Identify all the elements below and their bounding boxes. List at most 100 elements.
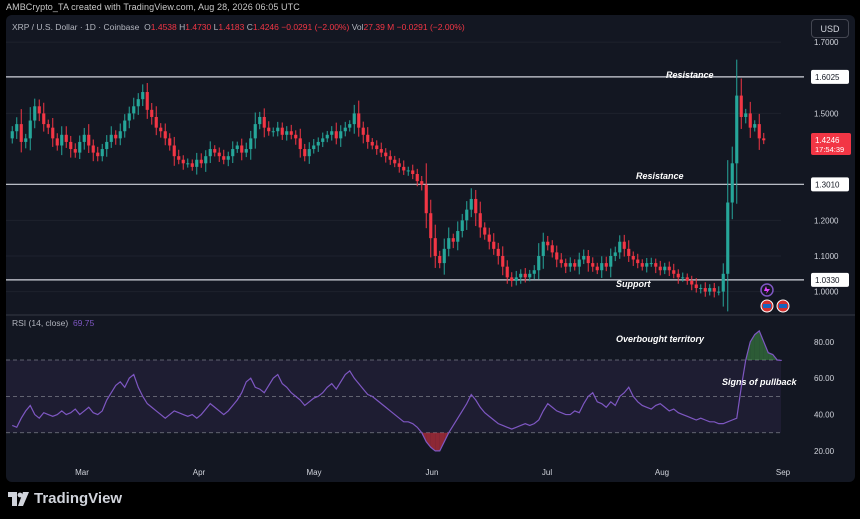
candle-body — [51, 127, 55, 139]
candle-body — [721, 273, 725, 292]
candle-body — [712, 288, 716, 292]
candle-body — [397, 163, 401, 167]
lightning-glyph-icon — [764, 286, 770, 294]
candle-body — [15, 124, 19, 132]
last-price-value: 1.4246 — [815, 136, 840, 145]
candle-body — [217, 152, 221, 157]
candle-body — [100, 149, 104, 157]
rsi-label: RSI (14, close) — [12, 318, 69, 328]
close-label: C — [246, 22, 253, 32]
candle-body — [91, 145, 95, 153]
candle-body — [739, 95, 743, 117]
candle-body — [276, 127, 280, 132]
time-axis[interactable]: Mar Apr May Jun Jul Aug Sep — [75, 468, 791, 477]
candle-body — [438, 255, 442, 264]
candle-body — [546, 241, 550, 246]
candle-body — [64, 134, 68, 142]
candle-body — [244, 149, 248, 153]
level-price-tag — [811, 69, 849, 84]
candle-body — [582, 255, 586, 260]
candle-body — [388, 156, 392, 160]
candle-body — [348, 124, 352, 128]
candle-body — [469, 198, 473, 210]
candle-body — [231, 149, 235, 157]
open-label: O — [144, 22, 151, 32]
event-icons[interactable] — [760, 283, 790, 313]
candle-body — [447, 238, 451, 249]
candle-body — [478, 213, 482, 228]
candle-body — [424, 184, 428, 214]
candle-body — [213, 149, 217, 153]
candle-body — [613, 252, 617, 256]
candle-body — [609, 255, 613, 267]
candle-body — [208, 149, 212, 157]
rsi-axis[interactable]: 80.00 60.00 40.00 20.00 — [814, 338, 835, 456]
rsi-oversold-fill — [426, 432, 431, 448]
candle-body — [204, 156, 208, 164]
candle-body — [411, 170, 415, 174]
candle-body — [19, 124, 23, 142]
candle-body — [514, 277, 518, 281]
time-tick-label: Jul — [542, 468, 552, 477]
candle-body — [699, 288, 703, 290]
open-value: 1.4538 — [150, 22, 177, 32]
candle-body — [676, 273, 680, 278]
candle-body — [370, 141, 374, 146]
candle-body — [505, 266, 509, 278]
flag-stripe-2 — [779, 304, 787, 308]
rsi-tick-label: 80.00 — [814, 338, 835, 347]
price-axis[interactable]: 1.6025 1.3010 1.0330 1.7000 1.5000 1.2000 1.10… — [811, 38, 849, 297]
candle-body — [537, 255, 541, 271]
candle-body — [600, 263, 604, 271]
candle-body — [442, 248, 446, 264]
candle-body — [703, 288, 707, 292]
candle-body — [249, 138, 253, 150]
candle-body — [96, 152, 100, 157]
candle-body — [258, 116, 262, 125]
candle-body — [240, 145, 244, 153]
close-value: 1.4246 — [252, 22, 279, 32]
candle-body — [591, 263, 595, 267]
rsi-tick-label: 40.00 — [814, 411, 835, 420]
change-value: −0.0291 (−2.00%) — [281, 22, 350, 32]
last-price-countdown: 17:54:39 — [815, 145, 844, 154]
last-price-tag-bg — [811, 133, 851, 155]
time-tick-label: Mar — [75, 468, 89, 477]
candle-body — [123, 120, 127, 132]
candle-body — [325, 134, 329, 139]
chart-panel[interactable]: 1.6025 1.3010 1.0330 1.7000 1.5000 1.2000 1.10… — [6, 15, 855, 482]
tradingview-logo: TradingView — [8, 490, 122, 507]
rsi-value: 69.75 — [72, 318, 95, 328]
candle-body — [46, 124, 50, 128]
candle-body — [753, 124, 757, 128]
time-tick-label: May — [306, 468, 321, 477]
candlestick-series — [10, 59, 766, 312]
candle-body — [433, 238, 437, 256]
rsi-legend: RSI (14, close) 69.75 — [12, 318, 94, 328]
candle-body — [168, 138, 172, 146]
candle-body — [267, 127, 271, 132]
candle-body — [37, 106, 41, 114]
candle-body — [568, 263, 572, 267]
time-tick-label: Apr — [193, 468, 206, 477]
candle-body — [339, 131, 343, 139]
candle-body — [271, 131, 275, 133]
candle-body — [55, 138, 59, 146]
candle-body — [762, 138, 766, 141]
candle-body — [132, 106, 136, 114]
candle-body — [28, 120, 32, 139]
symbol-name: XRP / U.S. Dollar · 1D · Coinbase — [12, 22, 140, 32]
candle-body — [429, 213, 433, 239]
candle-body — [550, 245, 554, 253]
candle-body — [82, 134, 86, 142]
chart-annotation: Resistance — [636, 171, 684, 181]
rsi-pane — [6, 329, 782, 452]
candle-body — [708, 288, 712, 292]
chart-canvas[interactable]: 1.6025 1.3010 1.0330 1.7000 1.5000 1.2000 1.10… — [6, 15, 855, 482]
currency-selector[interactable]: USD — [811, 19, 849, 38]
candle-body — [73, 149, 77, 153]
price-tick-label: 1.5000 — [814, 109, 839, 118]
candle-body — [393, 159, 397, 164]
candle-body — [528, 273, 532, 278]
candle-body — [321, 138, 325, 142]
